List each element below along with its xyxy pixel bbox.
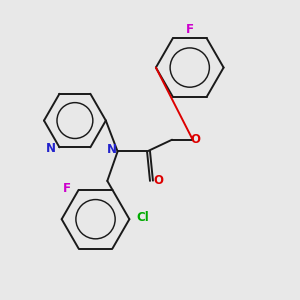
Text: N: N [46, 142, 56, 155]
Text: F: F [186, 23, 194, 36]
Text: O: O [190, 133, 200, 146]
Text: O: O [153, 174, 163, 188]
Text: N: N [107, 143, 117, 157]
Text: F: F [63, 182, 71, 195]
Text: Cl: Cl [137, 211, 150, 224]
